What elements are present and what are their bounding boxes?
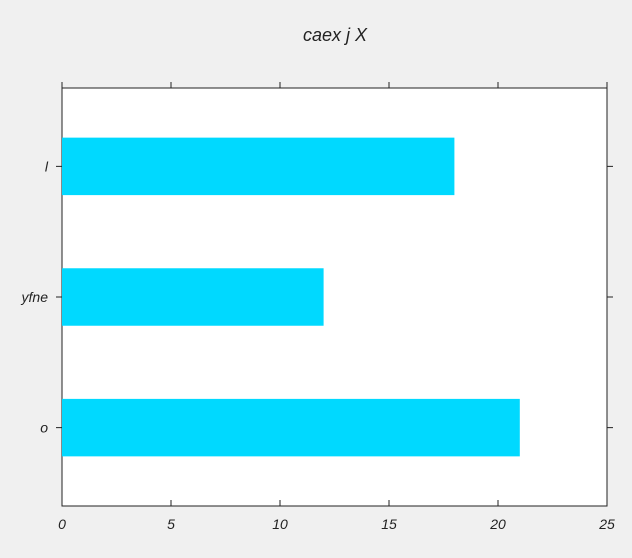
y-tick-label: yfne: [21, 289, 49, 305]
y-axis: o yfne l: [21, 158, 613, 436]
x-tick-label: 0: [58, 516, 66, 532]
bars-layer: [62, 137, 520, 457]
y-tick-label: l: [45, 158, 49, 174]
x-tick-label: 20: [489, 516, 506, 532]
bar-yfne: [62, 268, 324, 326]
bar-o: [62, 398, 520, 457]
x-tick-label: 10: [272, 516, 288, 532]
x-tick-label: 15: [381, 516, 397, 532]
x-tick-label: 5: [167, 516, 175, 532]
x-tick-label: 25: [598, 516, 615, 532]
chart-title: caex j X: [303, 25, 368, 45]
bar-l: [62, 137, 455, 196]
y-tick-label: o: [40, 420, 48, 436]
x-axis: 0 5 10 15 20 25: [58, 82, 615, 532]
